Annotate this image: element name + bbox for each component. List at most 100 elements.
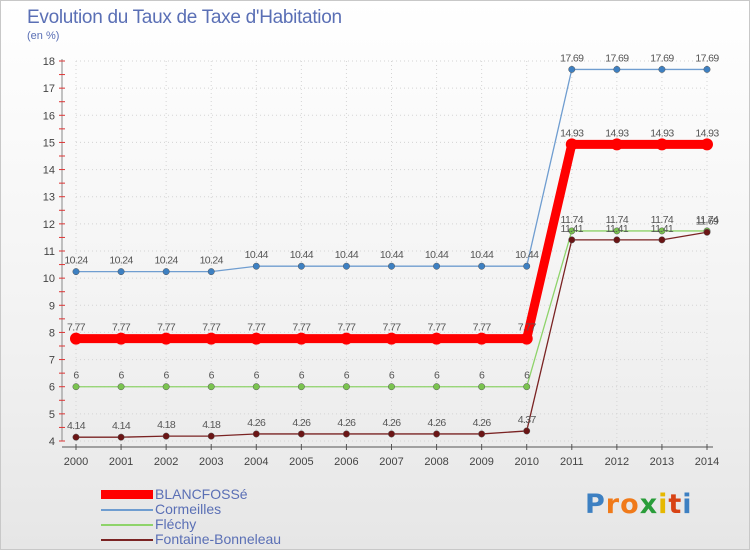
legend-swatch	[101, 490, 153, 499]
data-label: 10.24	[155, 255, 179, 267]
data-point	[433, 383, 441, 391]
data-label: 7.77	[112, 322, 131, 334]
logo-letter: t	[668, 489, 683, 520]
x-tick-label: 2002	[154, 456, 178, 468]
x-tick-label: 2007	[379, 456, 403, 468]
data-point	[252, 383, 260, 391]
data-label: 4.26	[428, 417, 447, 429]
data-label: 6	[118, 370, 124, 382]
data-point	[250, 332, 263, 345]
data-label: 17.69	[650, 52, 674, 64]
data-label: 10.44	[470, 249, 494, 261]
data-label: 4.18	[202, 419, 221, 431]
legend-label: BLANCFOSSé	[155, 486, 248, 502]
data-point	[72, 268, 80, 276]
data-point	[523, 383, 531, 391]
data-label: 7.77	[337, 322, 356, 334]
data-label: 7.77	[157, 322, 176, 334]
data-label: 10.44	[335, 249, 359, 261]
data-point	[565, 138, 578, 151]
data-point	[388, 430, 395, 438]
data-point	[523, 427, 531, 435]
data-point	[342, 430, 350, 438]
data-label: 6	[344, 370, 350, 382]
y-tick-label: 5	[49, 409, 55, 421]
data-point	[115, 332, 128, 345]
logo-letter: i	[682, 489, 693, 520]
data-label: 6	[389, 370, 395, 382]
data-label: 10.24	[200, 255, 224, 267]
data-point	[613, 236, 621, 244]
data-point	[658, 236, 666, 244]
x-tick-label: 2010	[514, 456, 538, 468]
chart-subtitle: (en %)	[27, 30, 60, 42]
data-label: 10.24	[109, 255, 133, 267]
y-tick-label: 12	[43, 219, 55, 231]
data-label: 7.77	[518, 322, 537, 334]
legend-label: Fontaine-Bonneleau	[155, 531, 282, 547]
data-point	[297, 262, 305, 270]
data-label: 11.74	[606, 214, 629, 226]
data-label: 4.18	[157, 419, 176, 431]
x-tick-label: 2011	[560, 456, 584, 468]
data-point	[613, 227, 621, 235]
data-label: 10.24	[64, 255, 88, 267]
data-point	[388, 383, 395, 391]
data-point	[295, 332, 308, 345]
x-tick-label: 2012	[605, 456, 629, 468]
data-point	[162, 432, 170, 440]
data-point	[478, 262, 486, 270]
data-point	[478, 383, 486, 391]
data-label: 4.26	[337, 417, 356, 429]
data-point	[342, 262, 350, 270]
data-point	[430, 332, 443, 345]
data-label: 11.41	[561, 223, 584, 235]
data-label: 4.26	[247, 417, 266, 429]
data-label: 11.74	[651, 214, 674, 226]
data-label: 11.74	[561, 214, 584, 226]
data-point	[207, 432, 215, 440]
x-tick-label: 2014	[695, 456, 719, 468]
data-point	[520, 332, 533, 345]
data-point	[478, 430, 486, 438]
data-point	[475, 332, 488, 345]
data-point	[568, 65, 576, 73]
data-point	[117, 433, 125, 441]
data-label: 7.77	[247, 322, 266, 334]
data-label: 14.93	[650, 127, 674, 139]
logo-letter: r	[605, 489, 621, 520]
y-tick-label: 17	[43, 83, 55, 95]
data-label: 4.37	[518, 414, 537, 426]
data-label: 14.93	[695, 127, 719, 139]
y-tick-label: 14	[43, 165, 55, 177]
data-label: 4.26	[292, 417, 311, 429]
y-tick-label: 10	[43, 273, 55, 285]
y-tick-label: 4	[49, 436, 55, 448]
y-tick-label: 15	[43, 137, 55, 149]
x-tick-label: 2004	[244, 456, 268, 468]
x-tick-label: 2013	[650, 456, 674, 468]
data-label: 7.77	[67, 322, 86, 334]
data-point	[162, 268, 170, 276]
data-point	[297, 383, 305, 391]
legend-label: Fléchy	[155, 516, 197, 532]
data-point	[162, 383, 170, 391]
data-label: 11.41	[606, 223, 629, 235]
data-point	[433, 262, 441, 270]
y-tick-label: 7	[49, 355, 55, 367]
x-tick-label: 2008	[424, 456, 448, 468]
x-tick-label: 2005	[289, 456, 313, 468]
data-label: 6	[73, 370, 79, 382]
data-point	[205, 332, 218, 345]
proxiti-logo: Proxiti	[585, 489, 693, 520]
data-label: 7.77	[382, 322, 401, 334]
y-tick-label: 16	[43, 110, 55, 122]
x-tick-label: 2001	[109, 456, 133, 468]
data-label: 4.14	[67, 420, 86, 432]
data-point	[658, 227, 666, 235]
x-tick-label: 2003	[199, 456, 223, 468]
data-point	[701, 138, 713, 151]
data-label: 11.74	[696, 214, 719, 226]
